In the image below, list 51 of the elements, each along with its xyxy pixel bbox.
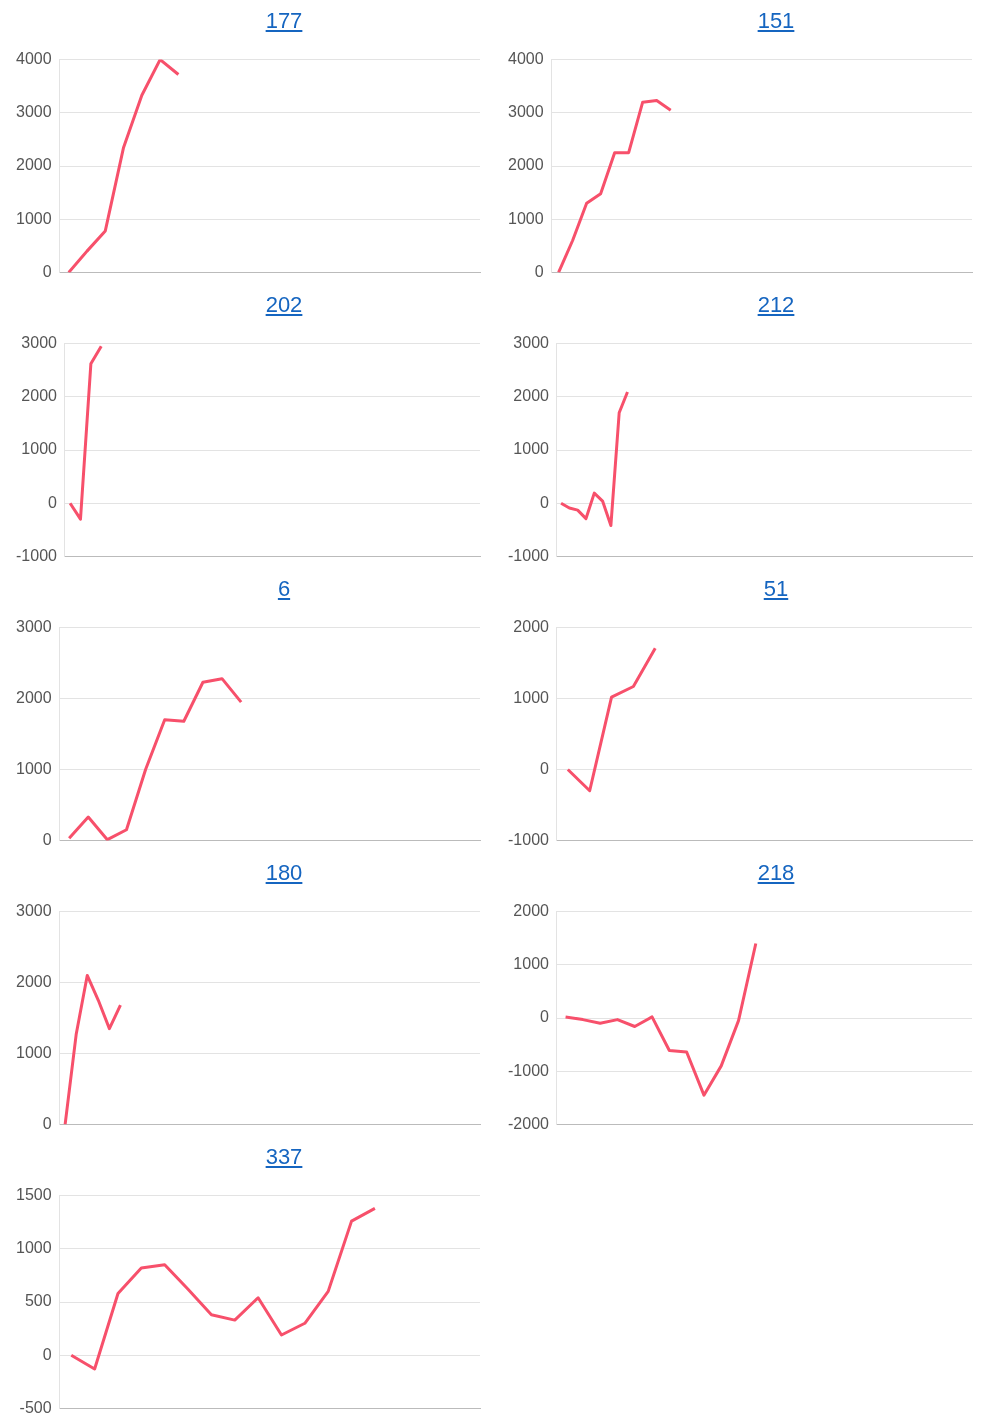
chart-title: 202 bbox=[265, 292, 303, 317]
y-tick-label: -1000 bbox=[508, 830, 550, 848]
y-tick-label: 1000 bbox=[21, 440, 58, 458]
y-tick-label: 3000 bbox=[16, 902, 52, 920]
y-tick-label: 0 bbox=[534, 262, 544, 280]
y-tick-label: 3000 bbox=[513, 334, 550, 352]
chart-title: 51 bbox=[763, 576, 789, 601]
chart-title: 6 bbox=[277, 576, 291, 601]
y-tick-label: 1000 bbox=[16, 209, 52, 227]
y-tick-label: 1000 bbox=[16, 1239, 52, 1257]
y-tick-label: 2000 bbox=[513, 618, 550, 636]
y-tick-label: 0 bbox=[42, 1345, 52, 1363]
y-tick-label: 0 bbox=[42, 262, 52, 280]
y-tick-label: 2000 bbox=[513, 387, 550, 405]
y-tick-label: 1000 bbox=[16, 1043, 52, 1061]
y-tick-label: 1000 bbox=[508, 209, 544, 227]
y-tick-label: 4000 bbox=[16, 50, 52, 68]
y-tick-label: 0 bbox=[540, 1008, 550, 1026]
y-tick-label: 2000 bbox=[513, 902, 550, 920]
y-tick-label: 2000 bbox=[508, 156, 544, 174]
y-tick-label: -1000 bbox=[16, 546, 58, 564]
y-tick-label: 3000 bbox=[508, 103, 544, 121]
y-tick-label: 3000 bbox=[21, 334, 58, 352]
chart-title: 212 bbox=[757, 292, 795, 317]
y-tick-label: 0 bbox=[42, 830, 52, 848]
y-tick-label: 1000 bbox=[513, 440, 550, 458]
y-tick-label: 3000 bbox=[16, 103, 52, 121]
y-tick-label: 0 bbox=[540, 493, 550, 511]
y-tick-label: 0 bbox=[48, 493, 58, 511]
y-tick-label: -500 bbox=[19, 1398, 52, 1416]
y-tick-label: -1000 bbox=[508, 546, 550, 564]
y-tick-label: 2000 bbox=[16, 156, 52, 174]
y-tick-label: 1000 bbox=[16, 759, 52, 777]
chart-title: 151 bbox=[757, 8, 795, 33]
y-tick-label: 0 bbox=[42, 1114, 52, 1132]
y-tick-label: 3000 bbox=[16, 618, 52, 636]
y-tick-label: 2000 bbox=[16, 972, 52, 990]
chart-title: 337 bbox=[265, 1144, 303, 1169]
y-tick-label: -2000 bbox=[508, 1114, 550, 1132]
chart-title: 218 bbox=[757, 860, 795, 885]
y-tick-label: -1000 bbox=[508, 1061, 550, 1079]
y-tick-label: 500 bbox=[24, 1292, 52, 1310]
y-tick-label: 1000 bbox=[513, 688, 550, 706]
y-tick-label: 1000 bbox=[513, 955, 550, 973]
y-tick-label: 2000 bbox=[16, 688, 52, 706]
chart-title: 177 bbox=[265, 8, 303, 33]
chart-title: 180 bbox=[265, 860, 303, 885]
y-tick-label: 2000 bbox=[21, 387, 58, 405]
y-tick-label: 4000 bbox=[508, 50, 544, 68]
y-tick-label: 1500 bbox=[16, 1186, 52, 1204]
y-tick-label: 0 bbox=[540, 759, 550, 777]
